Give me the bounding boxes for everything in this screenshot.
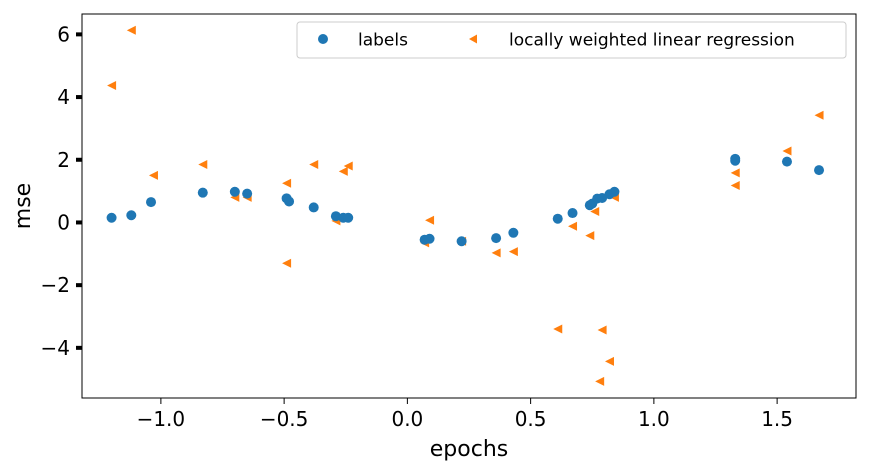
y-tick-mark (76, 157, 82, 162)
regression-point (343, 161, 353, 171)
label-point (567, 208, 578, 219)
label-point (424, 233, 435, 244)
regression-point (126, 25, 136, 35)
regression-point (590, 206, 600, 216)
label-point (284, 196, 295, 207)
label-point (552, 213, 563, 224)
label-point (456, 236, 467, 247)
regression-point (282, 178, 292, 188)
regression-point (595, 376, 605, 386)
regression-point (107, 80, 117, 90)
regression-point (148, 170, 158, 180)
label-point (229, 186, 240, 197)
y-tick-label: 6 (57, 22, 70, 46)
regression-point (309, 159, 319, 169)
regression-point (553, 324, 563, 334)
legend-label-lwlr: locally weighted linear regression (509, 31, 795, 51)
regression-point (491, 248, 501, 258)
plot-area (81, 13, 857, 399)
x-tick-label: −1.0 (137, 407, 186, 431)
label-point (609, 186, 620, 197)
regression-point (782, 146, 792, 156)
regression-point (425, 215, 435, 225)
legend-label-labels: labels (358, 31, 408, 51)
regression-point (730, 180, 740, 190)
legend-box (296, 21, 847, 59)
label-point (730, 153, 741, 164)
regression-point (198, 159, 208, 169)
x-tick-label: 0.0 (391, 407, 423, 431)
x-tick-label: 0.5 (515, 407, 547, 431)
y-axis-title: mse (11, 183, 36, 229)
label-point (343, 212, 354, 223)
x-axis: −1.0 −0.5 0.0 0.5 1.0 1.5 (137, 398, 793, 431)
y-tick-mark (76, 220, 82, 225)
y-tick-label: 0 (57, 210, 70, 234)
regression-point (338, 166, 348, 176)
label-point (491, 233, 502, 244)
y-tick-mark (76, 95, 82, 100)
y-tick-label: 2 (57, 148, 70, 172)
data-points (106, 25, 825, 386)
label-point (106, 212, 117, 223)
label-point (308, 202, 319, 213)
label-point (781, 156, 792, 167)
y-tick-mark (76, 283, 82, 288)
legend-marker-labels (318, 34, 328, 44)
label-point (197, 187, 208, 198)
regression-point (282, 258, 292, 268)
label-point (508, 227, 519, 238)
regression-point (597, 325, 607, 335)
regression-point (508, 247, 518, 257)
y-tick-label: −4 (41, 336, 70, 360)
label-point (242, 188, 253, 199)
label-point (814, 165, 825, 176)
regression-point (568, 221, 578, 231)
x-axis-title: epochs (430, 437, 508, 462)
legend-marker-lwlr (469, 34, 477, 44)
label-point (146, 197, 157, 208)
label-point (126, 210, 137, 221)
y-tick-label: −2 (41, 273, 70, 297)
y-tick-mark (76, 32, 82, 37)
legend: labels locally weighted linear regressio… (296, 21, 847, 59)
regression-point (605, 356, 615, 366)
regression-point (814, 110, 824, 120)
label-point (597, 193, 608, 204)
regression-point (585, 231, 595, 241)
regression-point (730, 168, 740, 178)
x-tick-label: −0.5 (260, 407, 309, 431)
x-tick-label: 1.5 (761, 407, 793, 431)
y-tick-mark (76, 345, 82, 350)
y-tick-label: 4 (57, 85, 70, 109)
y-axis: −4 −2 0 2 4 6 (41, 22, 82, 360)
x-tick-label: 1.0 (638, 407, 670, 431)
